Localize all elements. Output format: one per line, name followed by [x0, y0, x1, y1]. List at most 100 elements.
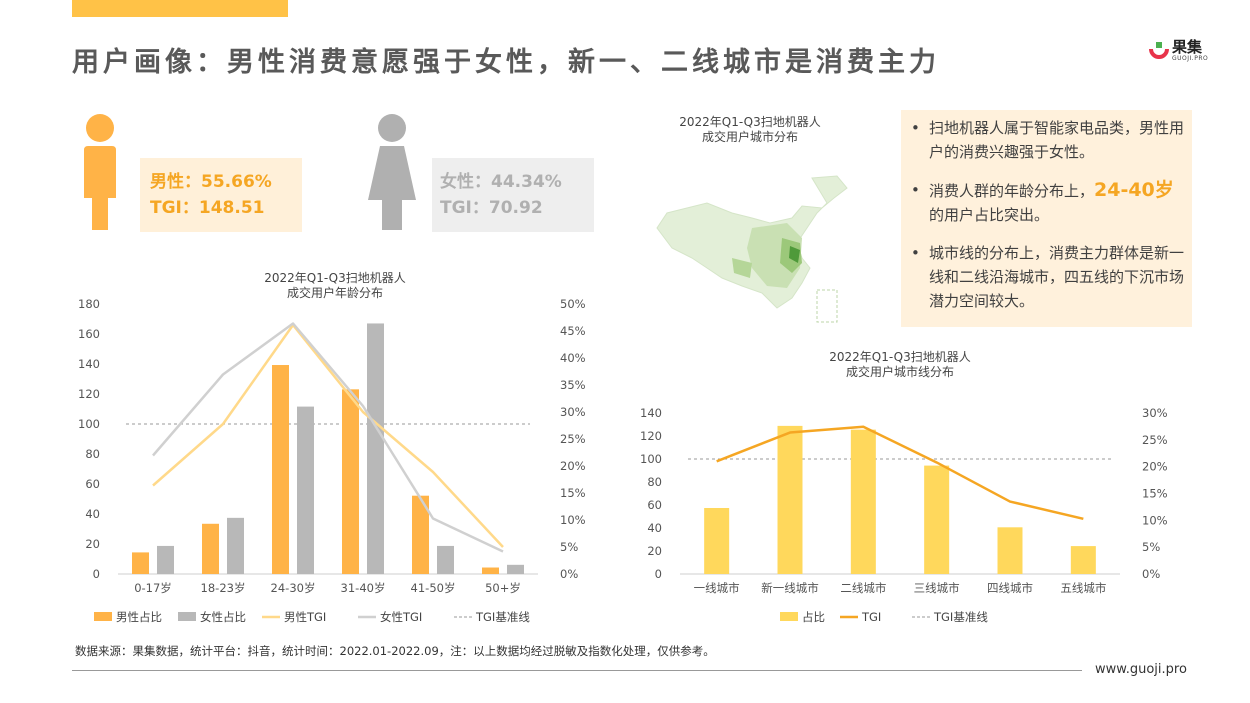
map-title: 2022年Q1-Q3扫地机器人 成交用户城市分布: [660, 115, 840, 145]
age-bar: [157, 545, 174, 574]
female-person-icon: [368, 114, 416, 230]
note-highlight-age: 24-40岁: [1094, 179, 1174, 201]
city-chart-title: 2022年Q1-Q3扫地机器人 成交用户城市线分布: [810, 350, 990, 380]
city-chart-title-line2: 成交用户城市线分布: [845, 365, 954, 379]
age-bar: [342, 389, 359, 574]
age-right-tick: 20%: [560, 459, 586, 473]
city-right-tick: 20%: [1142, 460, 1168, 474]
china-map-icon: [656, 175, 848, 323]
footer-divider: [72, 670, 1082, 671]
age-left-tick: 180: [78, 297, 100, 311]
age-chart-title-line1: 2022年Q1-Q3扫地机器人: [264, 271, 406, 285]
age-left-tick: 60: [85, 477, 100, 491]
age-left-tick: 100: [78, 417, 100, 431]
city-category-label: 五线城市: [1060, 581, 1106, 595]
city-category-label: 四线城市: [987, 581, 1033, 595]
age-category-label: 0-17岁: [134, 581, 172, 595]
city-right-tick: 10%: [1142, 513, 1168, 527]
note-item-2: • 消费人群的年龄分布上，24-40岁的用户占比突出。: [911, 178, 1184, 227]
city-category-label: 二线城市: [840, 581, 886, 595]
note-text-2: 消费人群的年龄分布上，24-40岁的用户占比突出。: [929, 178, 1184, 227]
age-line-series: [152, 322, 504, 553]
city-right-tick: 0%: [1142, 567, 1160, 581]
age-distribution-chart: 0 20 40 60 80 100 120 140 160 180 0% 5% 10% 15% 20% 25%…: [78, 297, 586, 624]
city-left-tick: 20: [647, 544, 662, 558]
note-text-2-pre: 消费人群的年龄分布上，: [929, 182, 1095, 200]
age-left-tick: 40: [85, 507, 100, 521]
female-stat-box: 女性：44.34% TGI：70.92: [432, 158, 594, 232]
city-bar: [924, 465, 950, 574]
age-category-label: 24-30岁: [271, 581, 316, 595]
age-bar: [437, 545, 454, 574]
age-right-tick: 50%: [560, 297, 586, 311]
age-bar: [507, 564, 524, 574]
age-right-tick: 35%: [560, 378, 586, 392]
china-city-map: [652, 168, 862, 328]
age-bar: [367, 323, 384, 574]
city-legend-label: TGI: [861, 610, 881, 624]
map-title-line1: 2022年Q1-Q3扫地机器人: [679, 115, 821, 129]
city-category-label: 一线城市: [694, 581, 740, 595]
age-right-tick: 30%: [560, 405, 586, 419]
logo-text: 果集: [1172, 38, 1203, 56]
age-legend-label: 女性占比: [200, 610, 246, 624]
age-bar: [412, 495, 429, 574]
male-share-label: 男性：55.66%: [150, 172, 272, 192]
male-tgi-label: TGI：148.51: [150, 198, 265, 218]
male-stat-box: 男性：55.66% TGI：148.51: [140, 158, 302, 232]
city-line-series: [716, 425, 1084, 521]
logo-subtext: GUOJI.PRO: [1172, 55, 1209, 62]
city-legend-swatch: [780, 612, 798, 621]
age-bar: [132, 552, 149, 574]
female-tgi-label: TGI：70.92: [440, 198, 543, 218]
age-legend-label: TGI基准线: [475, 610, 530, 624]
age-left-tick: 140: [78, 357, 100, 371]
age-right-tick: 10%: [560, 513, 586, 527]
city-bar: [1070, 546, 1096, 574]
city-bar: [997, 527, 1023, 574]
male-person-icon: [84, 114, 116, 230]
age-left-tick: 160: [78, 327, 100, 341]
age-right-tick: 15%: [560, 486, 586, 500]
age-category-label: 41-50岁: [411, 581, 456, 595]
city-chart-title-line1: 2022年Q1-Q3扫地机器人: [829, 350, 971, 364]
age-legend-label: 男性占比: [116, 610, 162, 624]
city-left-tick: 120: [640, 429, 662, 443]
city-category-label: 新一线城市: [761, 581, 819, 595]
age-category-label: 18-23岁: [201, 581, 246, 595]
data-source-note: 数据来源：果集数据，统计平台：抖音，统计时间：2022.01-2022.09，注…: [75, 644, 715, 658]
age-bar: [272, 365, 289, 574]
age-chart-title-line2: 成交用户年龄分布: [286, 286, 383, 300]
city-left-tick: 60: [647, 498, 662, 512]
map-title-line2: 成交用户城市分布: [701, 130, 798, 144]
age-right-tick: 40%: [560, 351, 586, 365]
age-category-label: 31-40岁: [341, 581, 386, 595]
age-bar: [482, 567, 499, 574]
age-right-tick: 45%: [560, 324, 586, 338]
city-left-tick: 140: [640, 406, 662, 420]
city-right-tick: 30%: [1142, 406, 1168, 420]
top-accent-bar: [72, 0, 288, 17]
brand-logo: 果集 GUOJI.PRO: [1148, 36, 1208, 72]
female-share-label: 女性：44.34%: [440, 172, 562, 192]
note-text-1: 扫地机器人属于智能家电品类，男性用户的消费兴趣强于女性。: [929, 119, 1185, 161]
city-bar: [704, 507, 730, 574]
note-item-1: • 扫地机器人属于智能家电品类，男性用户的消费兴趣强于女性。: [911, 116, 1184, 164]
city-right-tick: 25%: [1142, 433, 1168, 447]
age-category-label: 50+岁: [485, 581, 521, 595]
age-left-tick: 20: [85, 537, 100, 551]
age-right-tick: 5%: [560, 540, 578, 554]
city-left-tick: 100: [640, 452, 662, 466]
age-line-series: [152, 323, 504, 548]
city-right-tick: 5%: [1142, 540, 1160, 554]
city-category-label: 三线城市: [914, 581, 960, 595]
logo-mark-icon: [1149, 42, 1169, 59]
note-item-3: • 城市线的分布上，消费主力群体是新一线和二线沿海城市，四五线的下沉市场潜力空间…: [911, 241, 1184, 313]
note-text-3: 城市线的分布上，消费主力群体是新一线和二线沿海城市，四五线的下沉市场潜力空间较大…: [929, 244, 1185, 310]
age-legend-swatch: [178, 612, 196, 621]
city-bar: [850, 429, 876, 574]
age-bar: [227, 517, 244, 574]
city-right-tick: 15%: [1142, 487, 1168, 501]
city-legend-label: TGI基准线: [933, 610, 988, 624]
city-left-tick: 80: [647, 475, 662, 489]
